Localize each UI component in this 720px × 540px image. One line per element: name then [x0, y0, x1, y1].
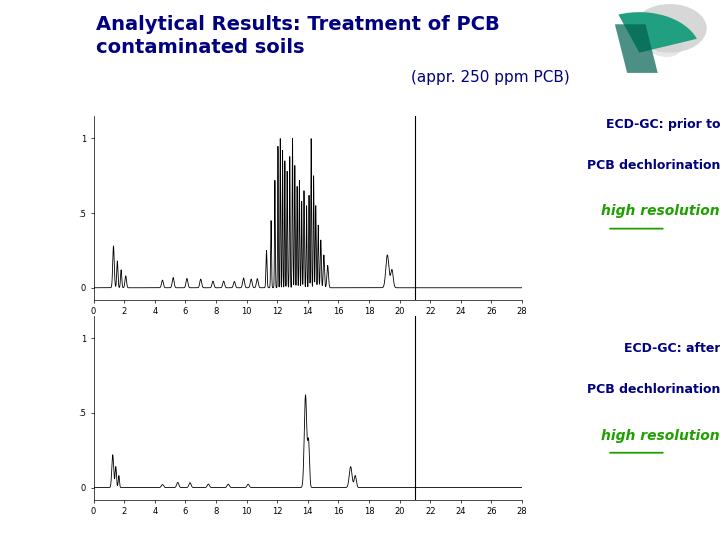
Text: Analytical Results: Treatment of PCB
contaminated soils: Analytical Results: Treatment of PCB con…: [96, 15, 499, 57]
FancyBboxPatch shape: [9, 167, 73, 184]
FancyBboxPatch shape: [9, 291, 73, 308]
Text: (appr. 250 ppm PCB): (appr. 250 ppm PCB): [411, 70, 570, 85]
Text: high resolution: high resolution: [601, 205, 720, 219]
FancyBboxPatch shape: [9, 490, 73, 507]
FancyBboxPatch shape: [9, 390, 73, 408]
FancyBboxPatch shape: [9, 515, 73, 532]
Text: PCB dechlorination: PCB dechlorination: [587, 383, 720, 396]
Ellipse shape: [633, 4, 706, 53]
FancyBboxPatch shape: [9, 0, 73, 10]
FancyBboxPatch shape: [9, 366, 73, 383]
FancyBboxPatch shape: [9, 217, 73, 234]
FancyBboxPatch shape: [9, 241, 73, 259]
FancyBboxPatch shape: [9, 68, 73, 85]
Text: PCB dechlorination: PCB dechlorination: [587, 159, 720, 172]
FancyBboxPatch shape: [9, 43, 73, 60]
FancyBboxPatch shape: [9, 92, 73, 110]
Polygon shape: [615, 24, 658, 73]
Ellipse shape: [633, 16, 683, 57]
Wedge shape: [618, 12, 697, 52]
FancyBboxPatch shape: [9, 341, 73, 358]
FancyBboxPatch shape: [9, 465, 73, 482]
FancyBboxPatch shape: [9, 415, 73, 433]
FancyBboxPatch shape: [9, 18, 73, 35]
Text: high resolution: high resolution: [601, 429, 720, 443]
FancyBboxPatch shape: [9, 266, 73, 284]
Text: ECD-GC: after: ECD-GC: after: [624, 342, 720, 355]
FancyBboxPatch shape: [9, 316, 73, 333]
FancyBboxPatch shape: [9, 142, 73, 159]
FancyBboxPatch shape: [9, 192, 73, 209]
FancyBboxPatch shape: [9, 117, 73, 134]
Text: ECD-GC: prior to: ECD-GC: prior to: [606, 118, 720, 131]
FancyBboxPatch shape: [9, 440, 73, 457]
